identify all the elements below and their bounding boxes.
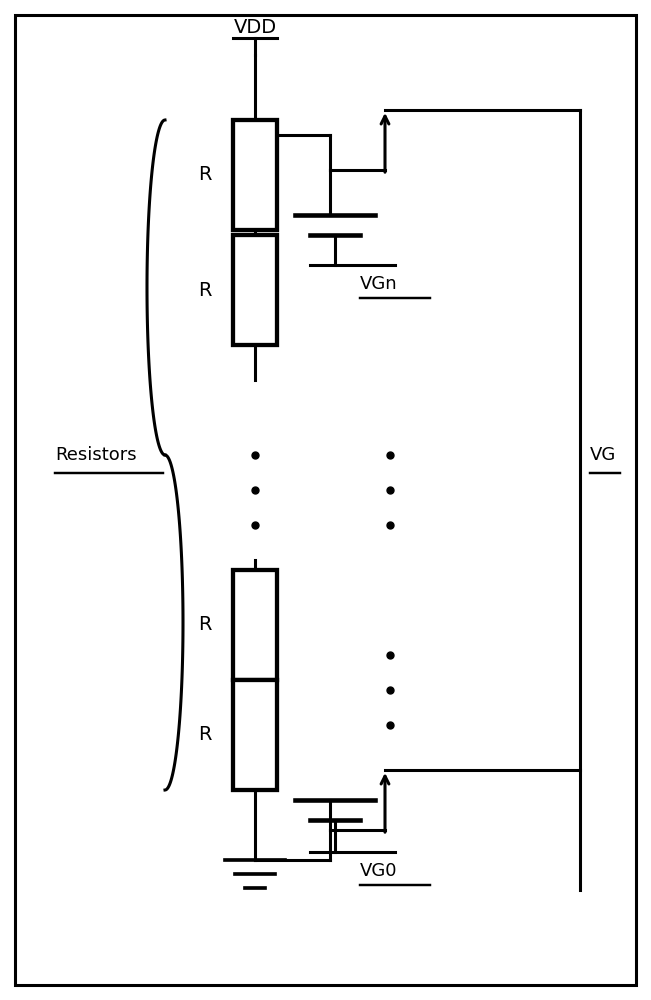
Text: R: R: [199, 615, 212, 635]
Bar: [233, 680, 277, 790]
Text: VGn: VGn: [360, 275, 398, 293]
Text: R: R: [199, 726, 212, 744]
Text: R: R: [199, 280, 212, 300]
Bar: [233, 235, 277, 345]
Bar: [233, 570, 277, 680]
Text: Resistors: Resistors: [55, 446, 137, 464]
Text: VG: VG: [590, 446, 616, 464]
Text: R: R: [199, 165, 212, 184]
Text: VDD: VDD: [234, 18, 277, 37]
Bar: [233, 120, 277, 230]
Text: VG0: VG0: [360, 862, 398, 880]
